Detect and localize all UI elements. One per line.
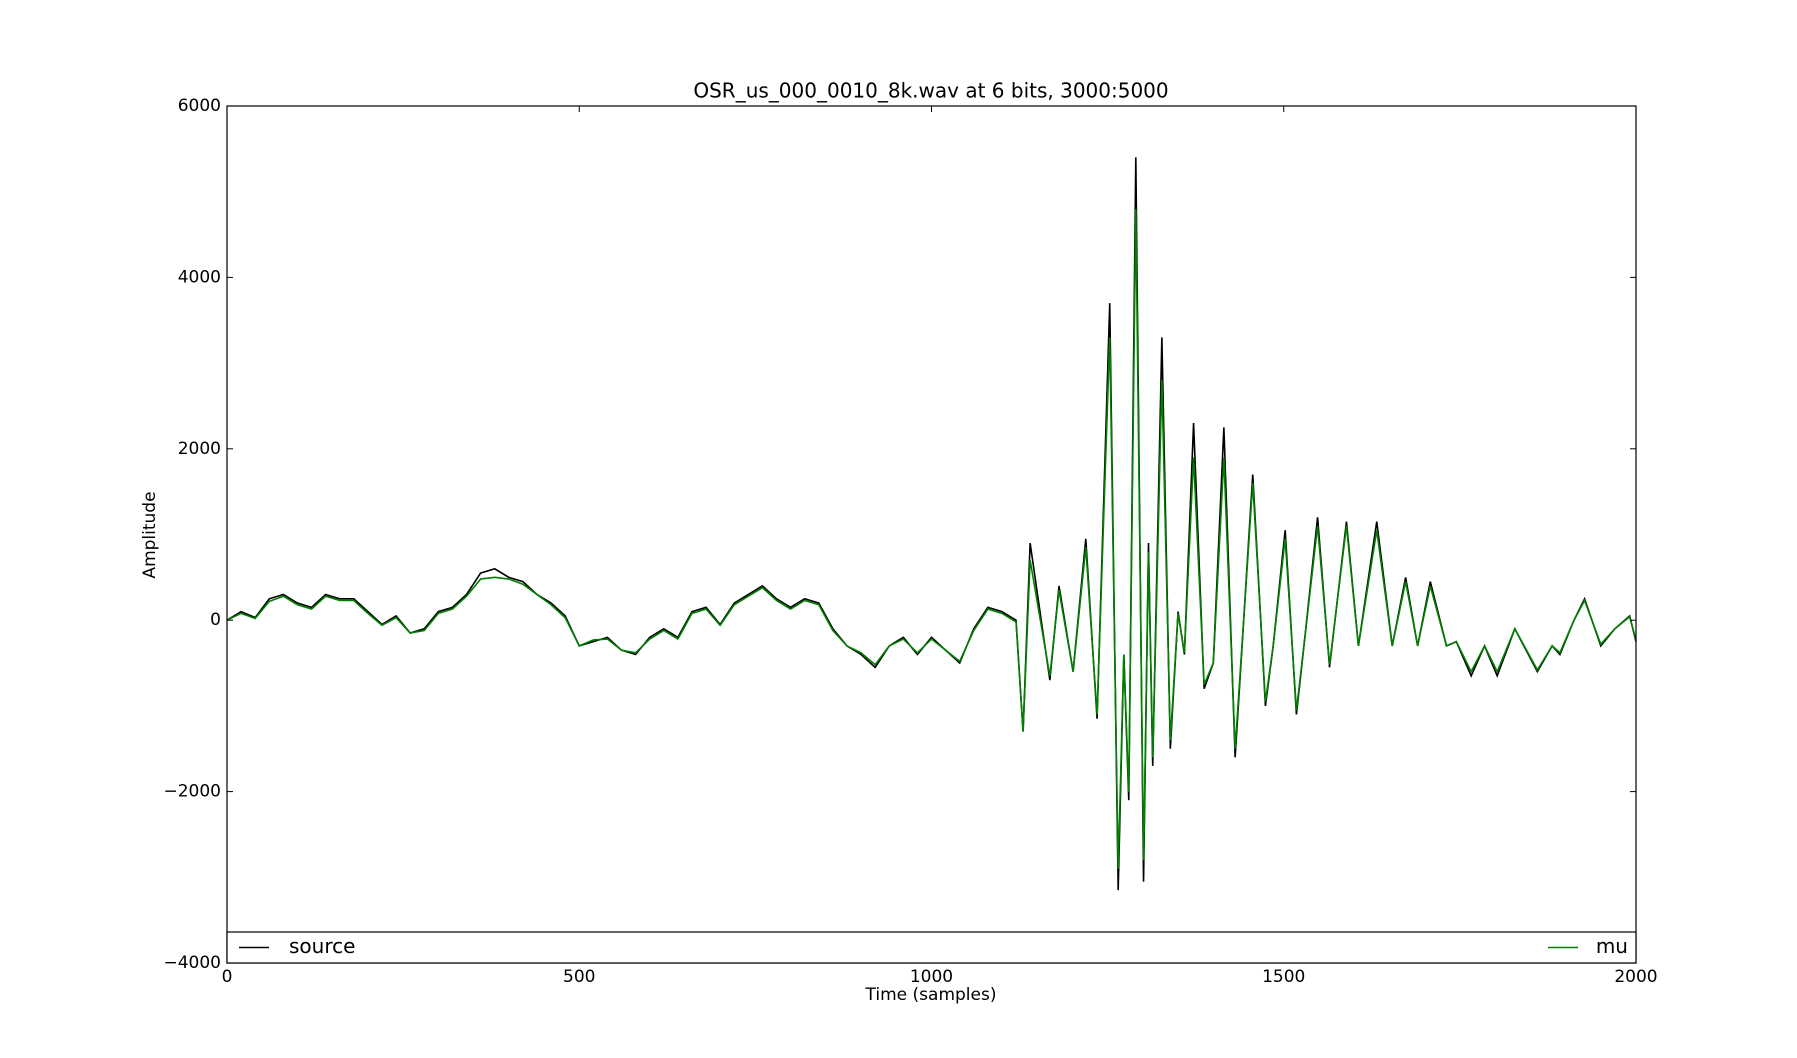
y-axis-label: Amplitude xyxy=(140,491,160,578)
x-tick-label: 1000 xyxy=(910,967,953,987)
chart-title: OSR_us_000_0010_8k.wav at 6 bits, 3000:5… xyxy=(693,79,1168,103)
y-tick-label: 6000 xyxy=(178,96,221,116)
legend-box xyxy=(226,931,1637,964)
x-tick-label: 1500 xyxy=(1262,967,1305,987)
x-axis-label: Time (samples) xyxy=(865,985,997,1005)
y-tick-label: 4000 xyxy=(178,267,221,287)
x-tick-label: 2000 xyxy=(1614,967,1657,987)
series-line xyxy=(226,208,1637,869)
series-line xyxy=(226,157,1637,891)
y-tick-label: 0 xyxy=(210,610,221,630)
y-tick-label: 2000 xyxy=(178,439,221,459)
plot-frame xyxy=(226,105,1637,964)
x-tick-label: 500 xyxy=(563,967,595,987)
y-tick-label: −2000 xyxy=(163,782,221,802)
x-tick-label: 0 xyxy=(222,967,233,987)
legend-label: mu xyxy=(1596,934,1628,958)
y-tick-label: −4000 xyxy=(163,953,221,973)
legend-label: source xyxy=(289,934,355,958)
